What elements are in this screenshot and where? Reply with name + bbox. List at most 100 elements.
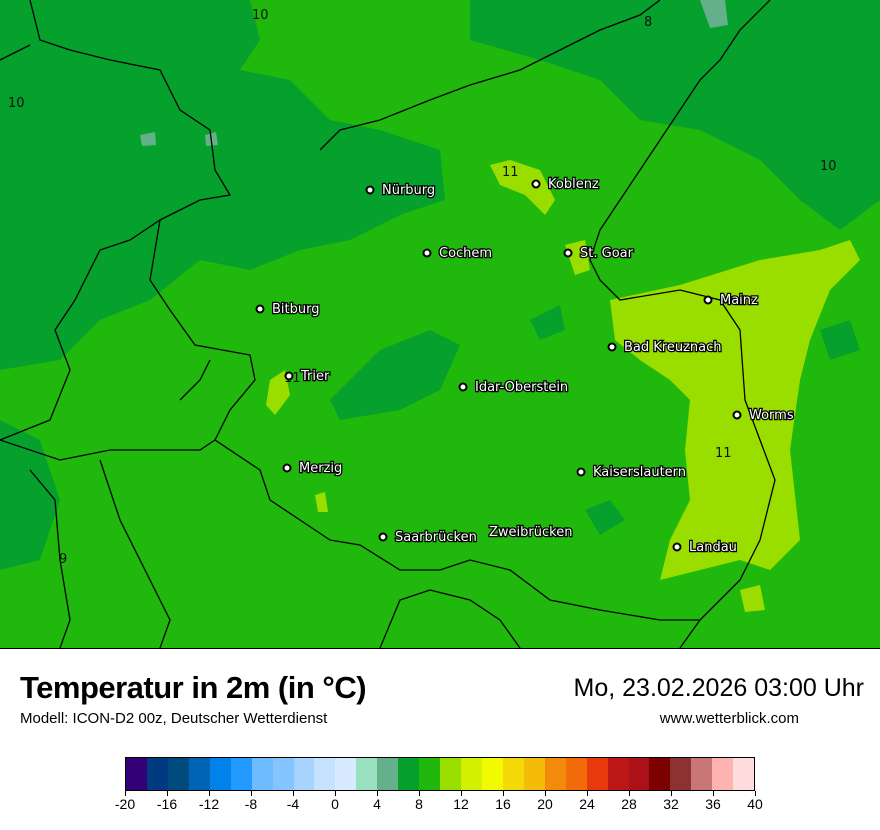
borders <box>0 0 776 648</box>
legend-tick-label: 32 <box>663 796 679 812</box>
legend-tick-label: 16 <box>495 796 511 812</box>
legend-swatch <box>272 758 294 790</box>
legend-tick-mark <box>293 791 294 796</box>
legend-swatch <box>419 758 441 790</box>
legend-tick-label: 8 <box>415 796 423 812</box>
legend-swatch <box>188 758 210 790</box>
city-label: Idar-Oberstein <box>475 380 568 395</box>
city-dot <box>563 248 573 258</box>
legend-swatch <box>607 758 629 790</box>
legend-tick-label: 24 <box>579 796 595 812</box>
legend-tick-mark <box>671 791 672 796</box>
legend-swatch <box>670 758 692 790</box>
legend-swatch <box>335 758 357 790</box>
city-markers: Nürburg Koblenz Cochem St. Goar Bitburg Mainz… <box>255 176 795 556</box>
legend-swatch <box>502 758 524 790</box>
legend-ticks: -20 -16 -12 -8 -4 0 4 8 12 16 20 24 28 32 36 40 <box>115 791 763 821</box>
legend-tick-mark <box>419 791 420 796</box>
legend-tick-mark <box>335 791 336 796</box>
city-label: Merzig <box>299 461 342 476</box>
legend-tick-label: 28 <box>621 796 637 812</box>
isoline-labels: 10 8 10 10 11 11 11 9 <box>8 8 837 567</box>
legend-swatch <box>440 758 461 790</box>
city-dot <box>458 382 468 392</box>
legend-tick-label: -12 <box>198 796 220 812</box>
legend-tick-mark <box>503 791 504 796</box>
website-link[interactable]: www.wetterblick.com <box>659 710 799 727</box>
legend-tick-label: -4 <box>286 796 300 812</box>
city-label: Landau <box>689 540 737 555</box>
city-dot <box>255 304 265 314</box>
city-dot <box>607 342 617 352</box>
legend-swatch <box>146 758 168 790</box>
legend-tick-label: -8 <box>244 796 258 812</box>
city-label: Mainz <box>720 293 758 308</box>
legend-swatch <box>293 758 315 790</box>
legend-swatch <box>649 758 671 790</box>
legend-swatch <box>461 758 482 790</box>
legend-tick-mark <box>251 791 252 796</box>
legend-swatch <box>251 758 273 790</box>
legend-tick-mark <box>755 791 756 796</box>
cool-regions <box>0 0 880 570</box>
city-label: Koblenz <box>548 177 599 192</box>
isoline-label: 8 <box>644 15 652 30</box>
legend-swatch <box>209 758 231 790</box>
legend-tick-mark <box>167 791 168 796</box>
legend-swatch <box>314 758 336 790</box>
legend-tick-label: -20 <box>114 796 136 812</box>
city-label: Bitburg <box>272 302 320 317</box>
city-dot <box>422 248 432 258</box>
legend-tick-label: -16 <box>156 796 178 812</box>
city-dot <box>732 410 742 420</box>
legend-tick-label: 4 <box>373 796 381 812</box>
city-dot <box>284 371 294 381</box>
legend-tick-mark <box>713 791 714 796</box>
city-dot <box>672 542 682 552</box>
legend-tick-mark <box>461 791 462 796</box>
legend-tick-label: 12 <box>453 796 469 812</box>
legend-swatch <box>712 758 734 790</box>
isoline-label: 9 <box>59 552 67 567</box>
legend-swatch <box>377 758 399 790</box>
legend-swatch <box>481 758 503 790</box>
color-legend <box>125 757 755 791</box>
city-dot <box>703 295 713 305</box>
legend-swatch <box>398 758 420 790</box>
legend-swatch <box>691 758 713 790</box>
legend-tick-mark <box>209 791 210 796</box>
forecast-datetime: Mo, 23.02.2026 03:00 Uhr <box>573 674 864 702</box>
city-label: Bad Kreuznach <box>624 340 722 355</box>
model-source: Modell: ICON-D2 00z, Deutscher Wetterdie… <box>20 710 328 727</box>
legend-tick-mark <box>629 791 630 796</box>
legend-swatch <box>628 758 650 790</box>
legend-tick-mark <box>587 791 588 796</box>
map-title: Temperatur in 2m (in °C) <box>20 670 367 705</box>
city-label: Nürburg <box>382 183 435 198</box>
city-label: Trier <box>300 369 330 384</box>
city-dot <box>531 179 541 189</box>
city-label: Zweibrücken <box>489 525 572 540</box>
legend-swatch <box>565 758 587 790</box>
legend-swatch <box>230 758 252 790</box>
legend-swatch <box>586 758 608 790</box>
legend-swatch <box>523 758 545 790</box>
isoline-label: 11 <box>715 446 732 461</box>
city-dot <box>282 463 292 473</box>
city-label: Kaiserslautern <box>593 465 686 480</box>
city-dot <box>576 467 586 477</box>
legend-tick-mark <box>125 791 126 796</box>
isoline-label: 10 <box>252 8 269 23</box>
legend-swatch <box>356 758 378 790</box>
isoline-label: 11 <box>502 165 519 180</box>
temperature-map: 10 8 10 10 11 11 11 9 Nürburg Koblenz Coch… <box>0 0 880 649</box>
legend-swatch <box>167 758 189 790</box>
city-label: Worms <box>749 408 794 423</box>
warm-regions <box>266 160 860 612</box>
legend-tick-label: 20 <box>537 796 553 812</box>
legend-tick-mark <box>545 791 546 796</box>
legend-swatch <box>126 758 147 790</box>
legend-tick-label: 40 <box>747 796 763 812</box>
legend-swatch <box>733 758 755 790</box>
city-dot <box>365 185 375 195</box>
